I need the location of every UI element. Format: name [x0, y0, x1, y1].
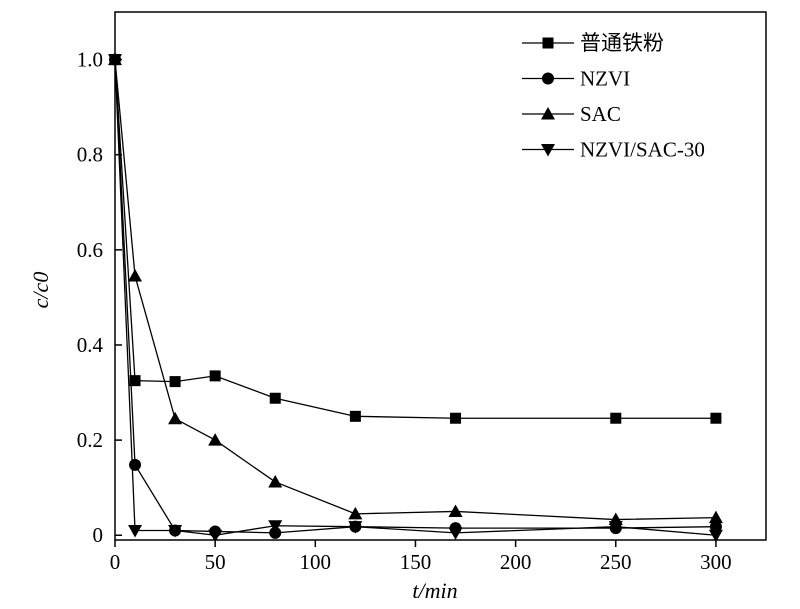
data-point	[448, 527, 463, 540]
legend-item: NZVI	[522, 67, 630, 91]
series-line	[114, 59, 716, 534]
legend-label: NZVI	[580, 67, 630, 91]
y-tick-label: 0.6	[77, 238, 103, 262]
data-point	[209, 370, 221, 382]
data-point	[269, 392, 281, 404]
svg-text:c/c0: c/c0	[28, 272, 53, 309]
series-line	[114, 59, 716, 536]
data-point	[268, 474, 283, 488]
legend-item: 普通铁粉	[522, 31, 664, 55]
data-point	[708, 529, 723, 543]
x-tick-label: 200	[500, 550, 532, 574]
legend-label: NZVI/SAC-30	[580, 138, 705, 162]
data-point	[108, 54, 122, 67]
x-tick-label: 150	[400, 550, 432, 574]
data-point	[208, 433, 223, 446]
data-point	[450, 412, 462, 424]
y-tick-label: 0.2	[77, 428, 103, 452]
x-axis-title: t/min	[412, 578, 457, 603]
x-tick-label: 0	[110, 550, 121, 574]
plot-frame	[114, 11, 767, 541]
legend-item: NZVI/SAC-30	[522, 138, 705, 162]
series-line	[114, 59, 716, 419]
y-tick-label: 0.4	[77, 333, 104, 357]
x-tick-label: 250	[600, 550, 632, 574]
x-tick-label: 300	[700, 550, 732, 574]
data-point	[208, 529, 223, 543]
series-2	[108, 52, 723, 526]
data-point	[168, 411, 183, 425]
x-axis: 0 50 100 150 200 250 300	[110, 540, 732, 574]
y-tick-label: 1.0	[77, 48, 103, 72]
data-point	[448, 504, 463, 517]
legend-marker	[542, 37, 554, 49]
legend-marker	[541, 144, 555, 157]
data-point	[269, 526, 282, 539]
legend-item: SAC	[522, 102, 621, 126]
legend: 普通铁粉 NZVI SAC NZVI/SAC-30	[522, 31, 705, 162]
data-point	[708, 510, 723, 524]
series-line	[114, 59, 716, 521]
data-point	[349, 410, 361, 422]
data-point	[168, 524, 183, 538]
data-point	[128, 524, 143, 538]
y-tick-label: 0	[93, 523, 104, 547]
data-point	[348, 506, 363, 520]
x-tick-label: 100	[300, 550, 332, 574]
y-tick-label: 0.8	[77, 143, 103, 167]
data-point	[710, 412, 722, 424]
data-point	[608, 521, 623, 534]
series-1	[109, 53, 722, 539]
series-0	[109, 54, 722, 424]
legend-marker	[542, 72, 554, 85]
x-tick-label: 50	[205, 550, 226, 574]
series-3	[108, 54, 723, 543]
legend-label: SAC	[580, 102, 621, 126]
legend-label: 普通铁粉	[580, 31, 664, 55]
data-point	[268, 520, 283, 533]
series-layer	[108, 52, 723, 543]
data-point	[169, 376, 181, 388]
data-point	[129, 458, 142, 471]
data-point	[128, 269, 143, 282]
data-point	[348, 521, 363, 534]
y-axis-title: c/c0	[28, 272, 53, 309]
y-axis: 0 0.2 0.4 0.6 0.8 1.0	[77, 48, 122, 547]
data-point	[129, 375, 141, 387]
data-point	[709, 520, 722, 533]
legend-marker	[541, 107, 555, 120]
data-point	[610, 412, 622, 424]
